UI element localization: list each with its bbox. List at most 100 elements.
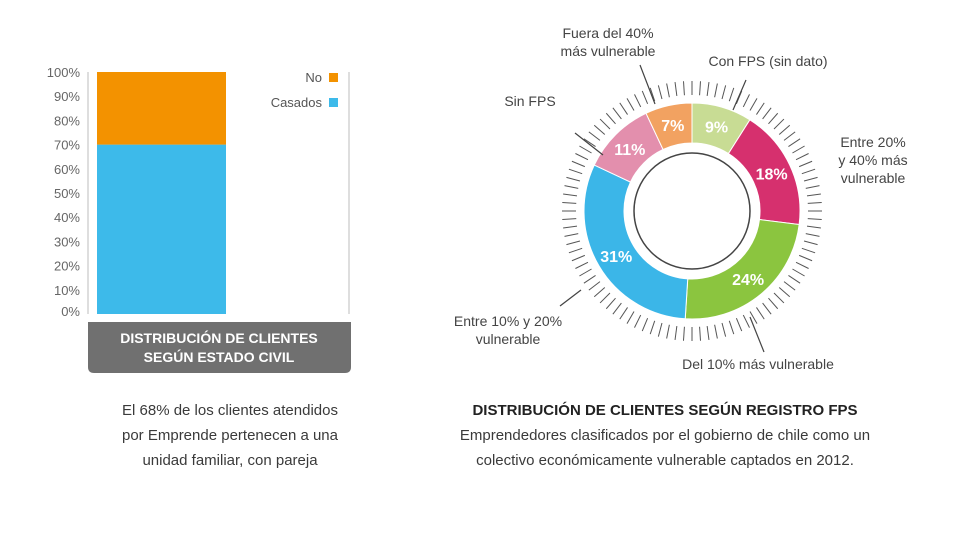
ring-tick: [562, 218, 577, 221]
y-tick-label: 20%: [54, 259, 80, 274]
ring-tick: [756, 307, 765, 320]
bar-title-banner: [88, 322, 351, 373]
legend-swatch: [329, 98, 338, 107]
ring-tick: [801, 168, 816, 175]
ring-tick: [641, 317, 649, 332]
ring-tick: [721, 322, 727, 337]
slice-category-label: vulnerable: [841, 170, 906, 186]
ring-tick: [588, 131, 601, 141]
ring-tick: [605, 112, 616, 125]
ring-tick: [626, 98, 635, 111]
leader-line: [749, 316, 765, 353]
ring-tick: [773, 118, 785, 130]
donut-chart-title: DISTRIBUCIÓN DE CLIENTES SEGÚN REGISTRO …: [472, 402, 858, 419]
ring-tick: [562, 201, 577, 204]
ring-tick: [714, 324, 718, 339]
ring-tick: [682, 326, 685, 341]
ring-tick: [593, 287, 606, 298]
ring-tick: [795, 153, 809, 161]
ring-tick: [575, 153, 589, 161]
ring-tick: [801, 247, 816, 254]
donut-chart-caption: DISTRIBUCIÓN DE CLIENTES SEGÚN REGISTRO …: [395, 398, 935, 473]
slice-value-label: 18%: [756, 167, 788, 184]
bar-chart-caption: El 68% de los clientes atendidos por Emp…: [60, 398, 400, 473]
leader-line: [732, 79, 747, 111]
slice-category-label: Con FPS (sin dato): [708, 53, 827, 69]
ring-tick: [564, 233, 579, 237]
slice-category-label: más vulnerable: [561, 43, 656, 59]
ring-tick: [807, 218, 822, 221]
ring-tick: [699, 326, 702, 341]
ring-tick: [783, 131, 796, 141]
ring-tick: [805, 185, 820, 189]
ring-tick: [788, 275, 801, 284]
bar-caption-line-1: El 68% de los clientes atendidos: [122, 402, 338, 419]
ring-tick: [579, 268, 592, 277]
ring-tick: [778, 287, 791, 298]
ring-tick: [699, 81, 702, 96]
donut-subtitle-line-1: Emprendedores clasificados por el gobier…: [459, 427, 871, 444]
slice-value-label: 31%: [600, 249, 632, 266]
ring-tick: [742, 314, 750, 328]
y-tick-label: 0%: [61, 304, 80, 319]
ring-tick: [756, 102, 765, 115]
ring-tick: [749, 311, 758, 324]
ring-tick: [768, 297, 779, 310]
ring-tick: [593, 124, 606, 135]
y-tick-label: 50%: [54, 186, 80, 201]
ring-tick: [579, 145, 592, 154]
ring-tick: [568, 247, 583, 254]
ring-tick: [619, 307, 628, 320]
slice-category-label: Entre 10% y 20%: [454, 313, 562, 329]
slice-category-label: Del 10% más vulnerable: [682, 356, 834, 372]
ring-tick: [674, 325, 678, 340]
ring-tick: [599, 292, 611, 304]
slice-category-label: y 40% más: [838, 152, 907, 168]
ring-tick: [806, 193, 821, 197]
ring-tick: [728, 320, 735, 335]
leader-line: [574, 132, 604, 156]
legend-swatch: [329, 73, 338, 82]
ring-tick: [792, 268, 805, 277]
slice-category-label: Entre 20%: [840, 134, 905, 150]
slice-category-label: Fuera del 40%: [562, 25, 653, 41]
leader-line: [559, 289, 582, 307]
y-tick-label: 10%: [54, 283, 80, 298]
center-circle: [633, 152, 751, 270]
slice-value-label: 9%: [705, 119, 728, 136]
ring-tick: [619, 102, 628, 115]
ring-tick: [742, 94, 750, 108]
bar-caption-line-2: por Emprende pertenecen a una: [122, 427, 338, 444]
slice-category-label: vulnerable: [476, 331, 541, 347]
ring-tick: [778, 124, 791, 135]
bar-title-line-2: SEGÚN ESTADO CIVIL: [144, 348, 295, 365]
ring-tick: [583, 138, 596, 147]
y-tick-label: 80%: [54, 113, 80, 128]
ring-tick: [583, 275, 596, 284]
ring-tick: [564, 185, 579, 189]
ring-tick: [773, 292, 785, 304]
ring-tick: [749, 98, 758, 111]
donut-subtitle-line-2: colectivo económicamente vulnerable capt…: [476, 452, 854, 469]
bar-segment-casados: [97, 144, 226, 314]
ring-tick: [714, 83, 718, 98]
ring-tick: [563, 193, 578, 197]
ring-tick: [682, 81, 685, 96]
ring-tick: [571, 254, 586, 262]
ring-tick: [735, 317, 743, 332]
ring-tick: [641, 90, 649, 105]
ring-tick: [634, 94, 642, 108]
ring-tick: [783, 281, 796, 291]
ring-tick: [566, 176, 581, 182]
legend-label: No: [305, 70, 322, 85]
ring-tick: [588, 281, 601, 291]
stacked-bar-chart: 0% 10% 20% 30% 40% 50% 60% 70% 80% 90% 100% No Casad…: [47, 65, 351, 373]
ring-tick: [795, 261, 809, 269]
ring-tick: [612, 302, 622, 315]
ring-tick: [563, 225, 578, 229]
ring-tick: [657, 322, 663, 337]
leader-line: [639, 64, 656, 105]
ring-tick: [721, 85, 727, 100]
ring-tick: [612, 107, 622, 120]
ring-tick: [798, 160, 813, 168]
